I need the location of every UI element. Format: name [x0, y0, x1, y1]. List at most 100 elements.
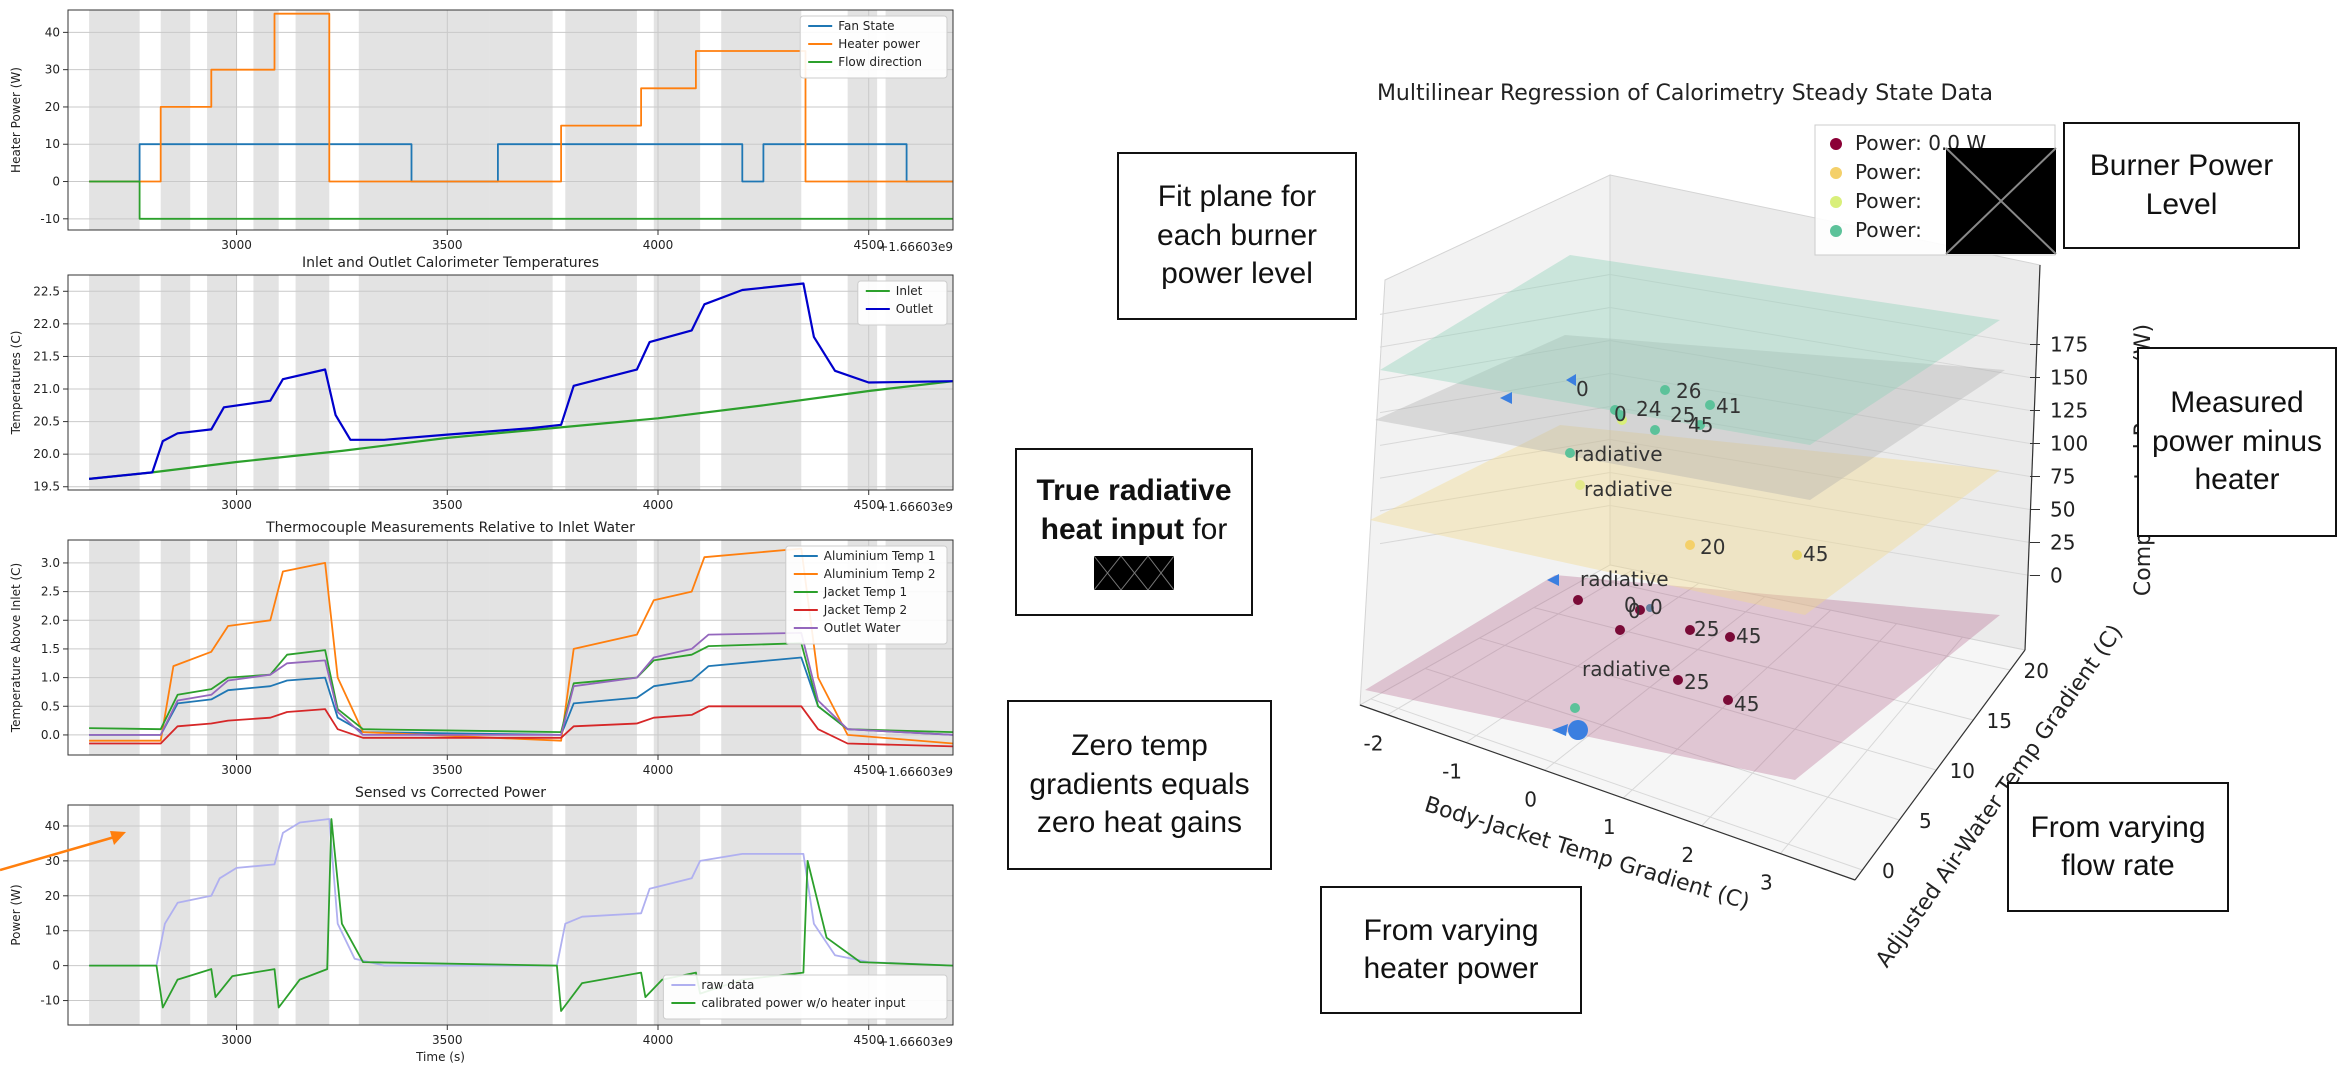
line-chart-panel-1: -10 0 10 20 30 40 3000 3500 4000 4500 Heater Power… — [9, 9, 954, 254]
true-radiative-for: for — [1192, 512, 1228, 546]
gridline — [1609, 406, 2031, 477]
data-point — [1725, 632, 1735, 642]
shaded-interval — [565, 10, 637, 230]
legend-label: Heater power — [838, 37, 920, 51]
x-tick-label: 3500 — [432, 238, 463, 252]
arrow-marker — [1547, 574, 1559, 586]
arrow-marker — [1552, 724, 1568, 736]
gridline — [1588, 576, 2011, 671]
shaded-interval — [358, 275, 490, 490]
shaded-interval — [295, 805, 330, 1025]
point-label: 25 — [1694, 617, 1719, 641]
shaded-interval — [565, 275, 637, 490]
point-label: 45 — [1803, 542, 1828, 566]
point-label: radiative — [1582, 657, 1671, 681]
series-line — [89, 705, 954, 748]
plot-frame — [67, 274, 954, 491]
point-label: radiative — [1574, 442, 1663, 466]
legend-label: raw data — [701, 978, 754, 992]
shaded-interval — [89, 10, 140, 230]
gridline — [1370, 698, 1863, 871]
x-tick-label: 3500 — [432, 498, 463, 512]
point-label: 25 — [1670, 403, 1695, 427]
legend-frame — [662, 974, 948, 1020]
data-point — [1723, 695, 1733, 705]
callout-measured-power: Measured power minus heater — [2137, 347, 2337, 537]
data-point — [1660, 385, 1670, 395]
data-point — [1695, 420, 1705, 430]
legend-label: Outlet — [896, 302, 933, 316]
y-tick-label: 20 — [2023, 659, 2048, 683]
data-point — [1705, 400, 1715, 410]
annotation-arrow — [0, 831, 126, 872]
y-tick-label: 1.0 — [41, 671, 60, 685]
x-tick-label: 4000 — [643, 1033, 674, 1047]
data-point — [1646, 604, 1654, 612]
legend-marker — [1830, 167, 1842, 179]
y-tick-label: 22.5 — [33, 284, 60, 298]
callout-true-radiative: True radiative heat input for — [1015, 448, 1253, 616]
y-tick-label: 10 — [1950, 759, 1975, 783]
legend-label: Fan State — [838, 19, 894, 33]
shaded-interval — [489, 805, 553, 1025]
data-point — [1685, 540, 1695, 550]
series-line — [88, 380, 954, 480]
shaded-interval — [160, 540, 191, 755]
shaded-interval — [489, 10, 553, 230]
point-label: 24 — [1636, 397, 1661, 421]
x-tick-label: 2 — [1681, 843, 1694, 867]
z-tick-label: 150 — [2050, 366, 2088, 390]
gridline — [1609, 373, 2031, 444]
gridline — [1609, 274, 2031, 345]
x-tick-label: 4500 — [853, 238, 884, 252]
data-point — [1792, 550, 1802, 560]
shaded-interval — [160, 805, 191, 1025]
legend-label: Inlet — [896, 284, 923, 298]
shaded-interval — [160, 275, 191, 490]
gridline — [1609, 307, 2031, 378]
y-tick-label: 0 — [52, 175, 60, 189]
shaded-interval — [207, 275, 237, 490]
x-tick-label: 4000 — [643, 238, 674, 252]
data-point — [1673, 675, 1683, 685]
data-point — [1650, 425, 1660, 435]
gridline — [1379, 406, 1611, 446]
callout-burner-power: Burner Power Level — [2063, 122, 2300, 249]
shaded-interval — [358, 805, 490, 1025]
fit-plane-0w — [1365, 575, 2000, 780]
y-tick-label: 10 — [45, 137, 60, 151]
y-tick-label: 10 — [45, 924, 60, 938]
shaded-interval — [489, 275, 553, 490]
fit-plane-high — [1380, 255, 2000, 445]
data-point — [1575, 480, 1585, 490]
shaded-interval — [721, 10, 802, 230]
gridline — [1701, 623, 1897, 827]
legend-marker — [1830, 138, 1842, 150]
panel-title: Inlet and Outlet Calorimeter Temperature… — [302, 255, 599, 271]
point-label: 45 — [1736, 624, 1761, 648]
legend: raw data calibrated power w/o heater inpu… — [662, 974, 948, 1020]
legend-marker — [1830, 225, 1842, 237]
gridline — [1465, 582, 1700, 743]
shaded-interval — [89, 275, 140, 490]
offset-text: +1.66603e9 — [878, 765, 953, 779]
point-label: 41 — [1716, 394, 1741, 418]
shaded-interval — [253, 805, 279, 1025]
y-axis-label: Heater Power (W) — [9, 67, 23, 173]
offset-text: +1.66603e9 — [878, 240, 953, 254]
legend-label: Power: — [1855, 160, 1922, 184]
gridline — [1425, 668, 1900, 821]
data-point — [1635, 605, 1645, 615]
x-tick-label: 3000 — [221, 763, 252, 777]
shaded-interval — [721, 275, 802, 490]
legend: Inlet Outlet — [857, 280, 948, 326]
offset-text: +1.66603e9 — [878, 1035, 953, 1049]
shaded-interval — [358, 540, 490, 755]
y-tick-label: 2.5 — [41, 585, 60, 599]
legend-label: Aluminium Temp 1 — [824, 549, 936, 563]
legend: Aluminium Temp 1 Aluminium Temp 2 Jacket T… — [785, 545, 948, 645]
chart-title: Multilinear Regression of Calorimetry St… — [1377, 81, 1993, 106]
legend-label: Flow direction — [838, 55, 922, 69]
shaded-interval — [653, 10, 701, 230]
